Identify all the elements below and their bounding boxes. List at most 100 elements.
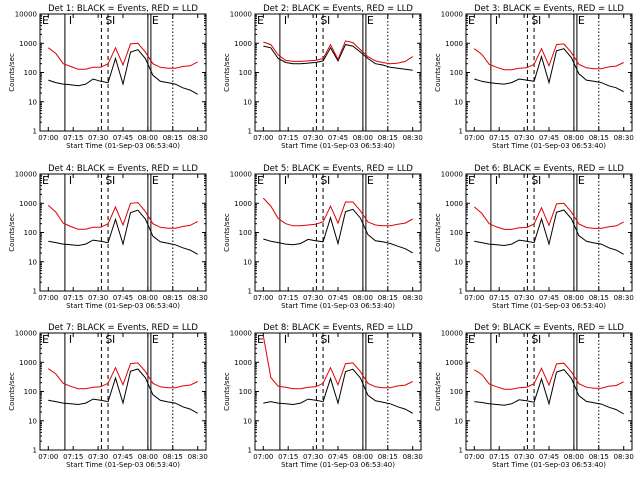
- y-tick-label: 100: [239, 69, 252, 77]
- series-line-lld: [262, 335, 413, 390]
- panel-title: Det 2: BLACK = Events, RED = LLD: [263, 4, 413, 14]
- series-line-events: [263, 208, 413, 254]
- y-tick-label: 1: [33, 447, 37, 455]
- panel-title: Det 1: BLACK = Events, RED = LLD: [48, 4, 198, 14]
- x-tick-label: 07:15: [63, 453, 83, 461]
- y-tick-label: 10000: [230, 11, 252, 19]
- y-axis-label: Counts/sec: [223, 53, 231, 92]
- x-tick-label: 07:45: [539, 134, 559, 142]
- interval-marker-label: E: [468, 174, 475, 187]
- x-tick-label: 07:30: [88, 294, 108, 302]
- x-tick-label: 07:30: [303, 294, 323, 302]
- interval-marker-label: I: [538, 333, 541, 346]
- x-axis-label: Start Time (01-Sep-03 06:53:40): [281, 142, 395, 150]
- x-tick-label: 07:45: [539, 294, 559, 302]
- y-tick-label: 10000: [230, 330, 252, 338]
- x-tick-label: 07:45: [328, 453, 348, 461]
- x-tick-label: 08:00: [353, 134, 373, 142]
- series-line-lld: [262, 197, 413, 227]
- x-tick-label: 08:00: [353, 294, 373, 302]
- y-axis-label: Counts/sec: [223, 372, 231, 411]
- interval-marker-label: I: [495, 333, 498, 346]
- detector-panel-1: Det 1: BLACK = Events, RED = LLD 1 10 100 10…: [8, 4, 208, 150]
- y-tick-label: 10000: [441, 11, 463, 19]
- interval-marker-label: I: [495, 174, 498, 187]
- x-tick-label: 08:15: [163, 294, 183, 302]
- detector-panel-8: Det 8: BLACK = Events, RED = LLD 1 10 100 10…: [223, 323, 423, 469]
- x-tick-label: 07:00: [464, 453, 484, 461]
- y-tick-label: 1: [459, 447, 463, 455]
- y-tick-label: 1: [248, 288, 252, 296]
- x-tick-label: 07:45: [113, 294, 133, 302]
- y-axis-label: Counts/sec: [434, 213, 442, 252]
- x-tick-label: 08:15: [589, 294, 609, 302]
- y-axis-label: Counts/sec: [8, 53, 16, 92]
- x-tick-label: 07:00: [38, 294, 58, 302]
- detector-panel-9: Det 9: BLACK = Events, RED = LLD 1 10 100 10…: [434, 323, 634, 469]
- y-tick-label: 1000: [445, 200, 463, 208]
- x-tick-label: 07:30: [303, 453, 323, 461]
- x-tick-label: 07:45: [113, 453, 133, 461]
- series-line-lld: [474, 43, 624, 71]
- panel-title: Det 6: BLACK = Events, RED = LLD: [474, 164, 624, 174]
- detector-panel-4: Det 4: BLACK = Events, RED = LLD 1 10 100 10…: [8, 164, 208, 310]
- interval-marker-label: S: [105, 333, 112, 346]
- x-tick-label: 07:00: [38, 134, 58, 142]
- y-tick-label: 100: [24, 229, 37, 237]
- x-tick-label: 07:15: [63, 294, 83, 302]
- x-tick-label: 07:30: [514, 453, 534, 461]
- y-tick-label: 100: [450, 229, 463, 237]
- interval-marker-label: E: [152, 174, 159, 187]
- panel-title: Det 7: BLACK = Events, RED = LLD: [48, 323, 198, 333]
- panel-title: Det 5: BLACK = Events, RED = LLD: [263, 164, 413, 174]
- y-tick-label: 100: [239, 388, 252, 396]
- interval-marker-label: I: [327, 174, 330, 187]
- y-tick-label: 10: [28, 417, 37, 425]
- panel-title: Det 9: BLACK = Events, RED = LLD: [474, 323, 624, 333]
- y-axis-label: Counts/sec: [223, 213, 231, 252]
- y-tick-label: 10000: [15, 330, 37, 338]
- x-axis-label: Start Time (01-Sep-03 06:53:40): [66, 302, 180, 310]
- x-tick-label: 07:30: [88, 134, 108, 142]
- series-line-lld: [47, 202, 198, 230]
- x-tick-label: 07:45: [113, 134, 133, 142]
- x-axis-label: Start Time (01-Sep-03 06:53:40): [281, 461, 395, 469]
- x-tick-label: 08:15: [378, 453, 398, 461]
- y-tick-label: 10000: [15, 171, 37, 179]
- y-tick-label: 100: [24, 388, 37, 396]
- interval-marker-label: S: [320, 333, 327, 346]
- detector-panel-7: Det 7: BLACK = Events, RED = LLD 1 10 100 10…: [8, 323, 208, 469]
- x-tick-label: 07:45: [328, 294, 348, 302]
- interval-marker-label: S: [320, 174, 327, 187]
- y-tick-label: 1: [248, 447, 252, 455]
- detector-panel-3: Det 3: BLACK = Events, RED = LLD 1 10 100 10…: [434, 4, 634, 150]
- y-tick-label: 1: [459, 128, 463, 136]
- interval-marker-label: I: [284, 333, 287, 346]
- interval-marker-label: I: [69, 174, 72, 187]
- y-tick-label: 100: [450, 69, 463, 77]
- interval-marker-label: I: [284, 174, 287, 187]
- interval-marker-label: E: [367, 174, 374, 187]
- interval-marker-label: I: [538, 14, 541, 27]
- x-tick-label: 08:15: [378, 294, 398, 302]
- y-tick-label: 1000: [19, 40, 37, 48]
- y-axis-label: Counts/sec: [434, 372, 442, 411]
- interval-marker-label: I: [69, 14, 72, 27]
- y-tick-label: 10000: [441, 330, 463, 338]
- x-tick-label: 08:30: [188, 134, 208, 142]
- x-tick-label: 07:15: [278, 294, 298, 302]
- x-tick-label: 08:00: [353, 453, 373, 461]
- x-tick-label: 08:30: [614, 134, 634, 142]
- y-tick-label: 1000: [445, 40, 463, 48]
- series-line-lld: [263, 40, 413, 65]
- x-tick-label: 08:30: [403, 134, 423, 142]
- x-tick-label: 07:30: [303, 134, 323, 142]
- interval-marker-label: E: [152, 333, 159, 346]
- x-tick-label: 08:30: [614, 294, 634, 302]
- panel-title: Det 4: BLACK = Events, RED = LLD: [48, 164, 198, 174]
- y-tick-label: 1: [33, 128, 37, 136]
- interval-marker-label: I: [538, 174, 541, 187]
- y-axis-label: Counts/sec: [8, 372, 16, 411]
- interval-marker-label: I: [112, 333, 115, 346]
